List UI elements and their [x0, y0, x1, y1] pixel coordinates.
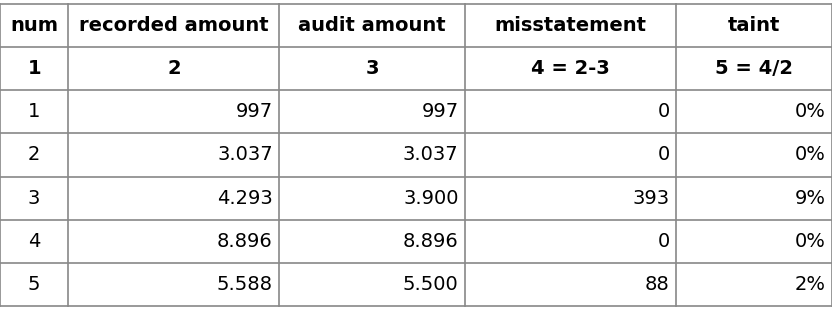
Text: 393: 393 — [632, 189, 670, 208]
Text: 4 = 2-3: 4 = 2-3 — [532, 59, 610, 78]
Text: 4.293: 4.293 — [217, 189, 273, 208]
Text: 1: 1 — [27, 59, 41, 78]
Text: 2: 2 — [167, 59, 181, 78]
Text: 0%: 0% — [795, 232, 825, 251]
Text: 0%: 0% — [795, 145, 825, 165]
Text: 9%: 9% — [795, 189, 825, 208]
Text: 997: 997 — [235, 102, 273, 121]
Text: 5 = 4/2: 5 = 4/2 — [716, 59, 793, 78]
Text: 5.588: 5.588 — [216, 275, 273, 294]
Text: 8.896: 8.896 — [403, 232, 458, 251]
Text: 997: 997 — [422, 102, 458, 121]
Text: 8.896: 8.896 — [217, 232, 273, 251]
Text: 2: 2 — [28, 145, 40, 165]
Text: 5: 5 — [28, 275, 41, 294]
Text: taint: taint — [728, 16, 780, 35]
Text: 3: 3 — [365, 59, 379, 78]
Text: 3: 3 — [28, 189, 40, 208]
Text: 3.037: 3.037 — [217, 145, 273, 165]
Text: 3.900: 3.900 — [403, 189, 458, 208]
Text: 0: 0 — [657, 232, 670, 251]
Text: recorded amount: recorded amount — [79, 16, 269, 35]
Text: 5.500: 5.500 — [403, 275, 458, 294]
Text: 0%: 0% — [795, 102, 825, 121]
Text: audit amount: audit amount — [299, 16, 446, 35]
Text: 0: 0 — [657, 102, 670, 121]
Text: 3.037: 3.037 — [403, 145, 458, 165]
Text: 0: 0 — [657, 145, 670, 165]
Text: 2%: 2% — [795, 275, 825, 294]
Text: 4: 4 — [28, 232, 40, 251]
Text: num: num — [10, 16, 58, 35]
Text: 88: 88 — [645, 275, 670, 294]
Text: misstatement: misstatement — [495, 16, 646, 35]
Text: 1: 1 — [28, 102, 40, 121]
